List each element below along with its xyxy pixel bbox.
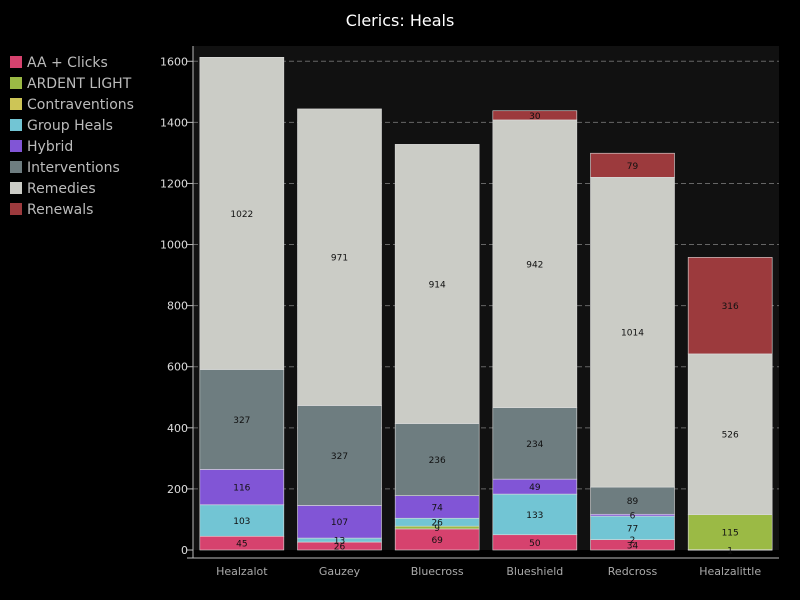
bar-segment: [492, 493, 578, 536]
plot-area: [193, 46, 779, 550]
bar-segment: [687, 353, 773, 515]
y-tick-label: 400: [167, 422, 188, 435]
data-label: 50: [529, 539, 541, 549]
y-tick-label: 1400: [160, 116, 188, 129]
legend-label: Contraventions: [27, 97, 134, 113]
data-label: 115: [722, 529, 739, 539]
axes: 0 200 400 600 800 1000 1200 1400 1600 Healzalot Ga…: [160, 46, 779, 578]
data-labels: 4510311632710222613107327971699267423691…: [230, 112, 739, 557]
y-tick-label: 1600: [160, 55, 188, 68]
data-label: 327: [233, 416, 250, 426]
legend-label: Group Heals: [27, 118, 113, 134]
bar-segment: [492, 119, 578, 408]
legend-label: Hybrid: [27, 139, 73, 155]
legend-swatch: [10, 98, 22, 110]
legend-label: Remedies: [27, 181, 96, 197]
data-label: 107: [331, 518, 348, 528]
data-label: 1022: [230, 210, 253, 220]
bar-segment: [687, 514, 773, 550]
legend-swatch: [10, 203, 22, 215]
bar-segment: [394, 423, 480, 496]
bar-segment: [297, 108, 382, 406]
data-label: 49: [529, 483, 541, 493]
bar-segment: [199, 469, 285, 506]
bars: [199, 57, 773, 551]
data-label: 69: [431, 536, 443, 546]
legend-swatch: [10, 56, 22, 68]
data-label: 971: [331, 254, 348, 264]
data-label: 89: [627, 497, 639, 507]
bar-segment: [199, 504, 285, 537]
data-label: 6: [630, 512, 636, 522]
data-label: 103: [233, 517, 250, 527]
legend-swatch: [10, 161, 22, 173]
data-label: 914: [429, 280, 446, 290]
bar-segment: [199, 57, 285, 370]
data-label: 133: [526, 511, 543, 521]
data-label: 236: [429, 456, 446, 466]
data-label: 1: [727, 546, 733, 556]
bar-segment: [297, 405, 382, 506]
data-label: 77: [627, 524, 638, 534]
bar-segment: [590, 486, 675, 515]
data-label: 26: [334, 543, 346, 553]
x-category-label: Healzalot: [216, 565, 268, 578]
y-tick-label: 200: [167, 483, 188, 496]
legend-label: AA + Clicks: [27, 55, 108, 71]
legend-label: Renewals: [27, 202, 93, 218]
bar-segment: [492, 407, 578, 480]
bar-segment: [394, 144, 480, 424]
bar-segment: [590, 177, 675, 488]
y-tick-label: 1000: [160, 239, 188, 252]
data-label: 526: [722, 431, 739, 441]
y-tick-label: 1200: [160, 177, 188, 190]
x-category-label: Bluecross: [411, 565, 464, 578]
y-tick-label: 0: [181, 544, 188, 557]
data-label: 234: [526, 440, 543, 450]
legend-label: Interventions: [27, 160, 120, 176]
legend-swatch: [10, 140, 22, 152]
legend-swatch: [10, 119, 22, 131]
legend-label: ARDENT LIGHT: [27, 76, 132, 92]
data-label: 942: [526, 260, 543, 270]
chart-title: Clerics: Heals: [346, 11, 455, 30]
x-category-label: Healzalittle: [699, 565, 761, 578]
legend-swatch: [10, 182, 22, 194]
bar-segment: [687, 257, 773, 355]
data-label: 74: [431, 503, 443, 513]
data-label: 26: [431, 519, 443, 529]
bar-segment: [590, 152, 675, 178]
y-tick-label: 600: [167, 361, 188, 374]
gridlines: [193, 60, 779, 490]
x-category-label: Blueshield: [506, 565, 563, 578]
legend: AA + Clicks ARDENT LIGHT Contraventions Gro…: [10, 55, 134, 218]
data-label: 13: [334, 537, 345, 547]
bar-segment: [492, 110, 578, 121]
data-label: 2: [630, 536, 636, 546]
data-label: 9: [434, 524, 440, 534]
data-label: 1014: [621, 329, 644, 339]
x-category-label: Redcross: [608, 565, 658, 578]
data-label: 45: [236, 540, 247, 550]
data-label: 79: [627, 162, 639, 172]
data-label: 30: [529, 112, 541, 122]
x-category-label: Gauzey: [319, 565, 361, 578]
bar-segment: [199, 369, 285, 470]
data-label: 116: [233, 484, 250, 494]
bar-segment: [297, 505, 382, 539]
data-label: 34: [627, 541, 639, 551]
data-label: 327: [331, 452, 348, 462]
legend-swatch: [10, 77, 22, 89]
y-tick-label: 800: [167, 300, 188, 313]
data-label: 316: [722, 302, 739, 312]
